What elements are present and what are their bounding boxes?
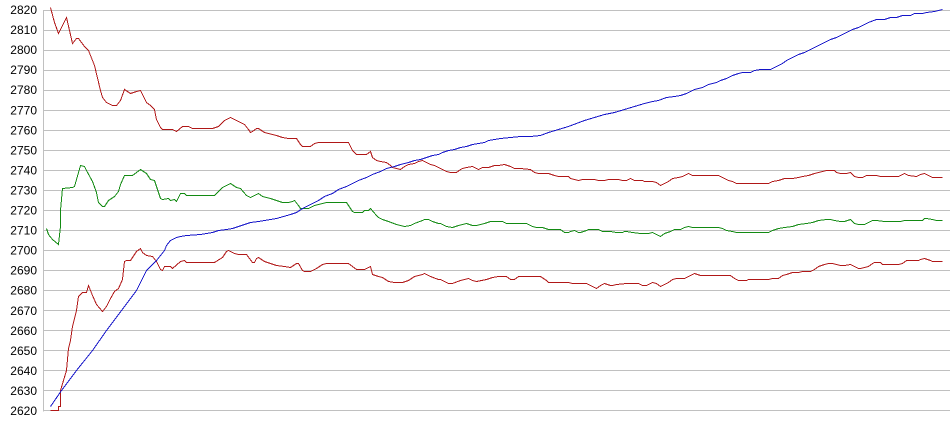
svg-text:2750: 2750 bbox=[10, 143, 37, 157]
svg-text:2680: 2680 bbox=[10, 284, 37, 298]
svg-text:2690: 2690 bbox=[10, 264, 37, 278]
svg-text:2740: 2740 bbox=[10, 163, 37, 177]
svg-text:2800: 2800 bbox=[10, 43, 37, 57]
svg-text:2640: 2640 bbox=[10, 364, 37, 378]
svg-text:2660: 2660 bbox=[10, 324, 37, 338]
svg-text:2630: 2630 bbox=[10, 384, 37, 398]
svg-text:2700: 2700 bbox=[10, 244, 37, 258]
svg-text:2810: 2810 bbox=[10, 23, 37, 37]
svg-text:2790: 2790 bbox=[10, 63, 37, 77]
svg-text:2620: 2620 bbox=[10, 404, 37, 418]
svg-text:2720: 2720 bbox=[10, 204, 37, 218]
svg-text:2710: 2710 bbox=[10, 224, 37, 238]
svg-text:2760: 2760 bbox=[10, 123, 37, 137]
svg-text:2670: 2670 bbox=[10, 304, 37, 318]
svg-text:2780: 2780 bbox=[10, 83, 37, 97]
svg-text:2650: 2650 bbox=[10, 344, 37, 358]
svg-text:2820: 2820 bbox=[10, 3, 37, 17]
svg-text:2730: 2730 bbox=[10, 183, 37, 197]
svg-text:2770: 2770 bbox=[10, 103, 37, 117]
